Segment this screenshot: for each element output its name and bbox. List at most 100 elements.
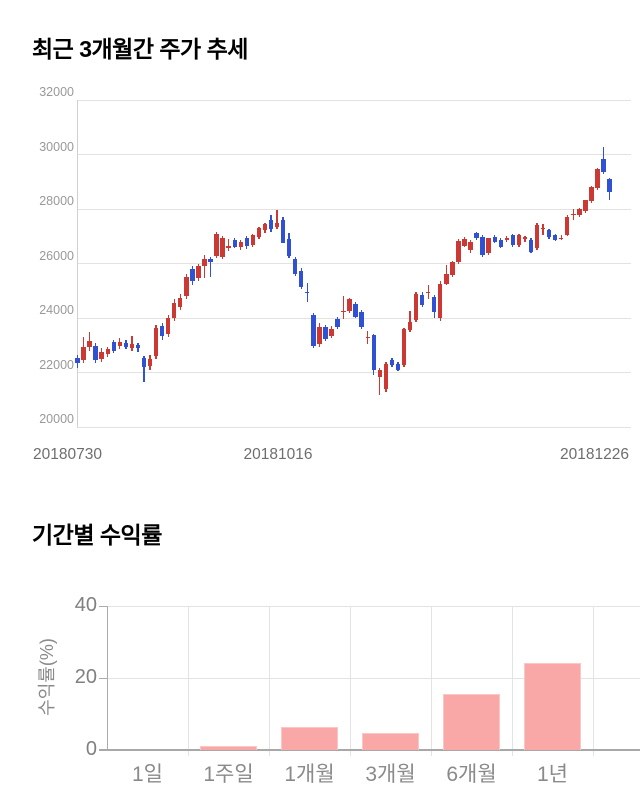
bar <box>200 745 257 750</box>
candle-body <box>244 237 249 246</box>
price-chart-title: 최근 3개월간 주가 추세 <box>32 36 248 62</box>
candle-body <box>498 239 503 247</box>
candle-body <box>474 233 479 239</box>
candle-body <box>492 236 497 242</box>
candle-body <box>401 328 407 366</box>
price-x-label-end: 20181226 <box>560 446 629 463</box>
returns-x-category-label: 1년 <box>537 763 568 786</box>
candle-body <box>166 318 171 335</box>
candle-body <box>299 270 304 288</box>
price-gridline <box>77 208 631 210</box>
price-y-tick-label: 22000 <box>39 357 74 372</box>
candle-body <box>480 236 485 256</box>
candle-body <box>365 336 370 339</box>
candle-body <box>87 340 92 348</box>
candle-body <box>510 235 516 245</box>
candle-body <box>141 357 147 367</box>
returns-gridline-v <box>431 606 432 756</box>
candle-body <box>516 235 522 245</box>
returns-gridline-h <box>107 677 640 679</box>
candle-wick <box>276 210 278 230</box>
candle-body <box>607 178 612 193</box>
returns-x-axis-line <box>99 749 640 751</box>
candle-body <box>93 345 98 361</box>
candle-body <box>534 225 540 249</box>
candle-body <box>274 222 280 227</box>
candle-wick <box>342 296 345 319</box>
candle-body <box>413 293 419 321</box>
returns-gridline-v <box>593 606 594 756</box>
price-gridline <box>77 372 631 373</box>
candle-body <box>226 245 231 249</box>
candle-body <box>468 242 473 251</box>
candle-body <box>335 318 340 328</box>
candle-body <box>426 292 431 294</box>
price-x-label-start: 20180730 <box>33 446 102 463</box>
candle-body <box>571 213 576 215</box>
price-y-tick-label: 20000 <box>39 412 74 426</box>
candle-body <box>456 240 461 263</box>
candle-body <box>595 168 600 188</box>
candle-body <box>178 297 183 308</box>
price-y-axis-line <box>77 100 78 427</box>
candle-wick <box>203 255 206 279</box>
returns-x-category-label: 6개월 <box>446 763 497 786</box>
candle-body <box>583 200 588 212</box>
candle-body <box>601 158 606 172</box>
candle-body <box>317 326 322 344</box>
candle-body <box>123 342 129 347</box>
returns-y-tick-label: 40 <box>74 594 97 616</box>
candle-body <box>196 266 201 279</box>
candle-body <box>268 219 274 230</box>
bar <box>524 662 581 750</box>
returns-chart-title: 기간별 수익률 <box>32 522 162 548</box>
candle-body <box>546 230 552 237</box>
candle-body <box>238 241 243 248</box>
candle-body <box>159 326 165 336</box>
candle-body <box>329 328 334 336</box>
candle-body <box>377 369 383 377</box>
candle-body <box>280 220 286 243</box>
bar <box>362 733 419 750</box>
candle-body <box>486 238 491 254</box>
returns-y-axis-line <box>107 606 108 750</box>
candle-wick <box>409 310 411 332</box>
candle-body <box>347 298 352 311</box>
candle-body <box>311 315 316 347</box>
candle-body <box>359 312 364 328</box>
candle-body <box>444 273 449 284</box>
candle-body <box>250 235 256 245</box>
candle-body <box>129 343 135 348</box>
price-y-tick-label: 26000 <box>39 248 74 263</box>
candle-body <box>292 258 298 274</box>
candle-body <box>105 348 110 354</box>
candle-body <box>153 327 159 357</box>
candle-body <box>565 216 570 236</box>
returns-gridline-h <box>107 605 640 607</box>
candle-body <box>353 303 358 318</box>
returns-y-tick-label: 0 <box>85 738 97 760</box>
candle-body <box>522 237 528 239</box>
candle-body <box>135 345 141 348</box>
returns-tick <box>99 605 107 607</box>
candle-body <box>286 239 292 256</box>
candle-body <box>450 262 455 276</box>
candle-body <box>589 187 594 202</box>
returns-y-tick-label: 20 <box>74 666 97 688</box>
candle-body <box>462 239 467 246</box>
price-y-tick-label: 28000 <box>39 194 74 208</box>
candle-body <box>256 228 262 238</box>
returns-gridline-v <box>350 606 351 756</box>
candle-body <box>262 224 268 230</box>
candle-body <box>341 310 346 312</box>
candle-body <box>305 292 310 294</box>
candle-body <box>559 237 564 239</box>
candle-body <box>184 277 189 297</box>
price-gridline <box>77 99 631 101</box>
candle-body <box>419 294 425 306</box>
candle-body <box>438 283 443 319</box>
candle-body <box>540 227 546 230</box>
price-x-label-mid: 20181016 <box>243 446 313 463</box>
